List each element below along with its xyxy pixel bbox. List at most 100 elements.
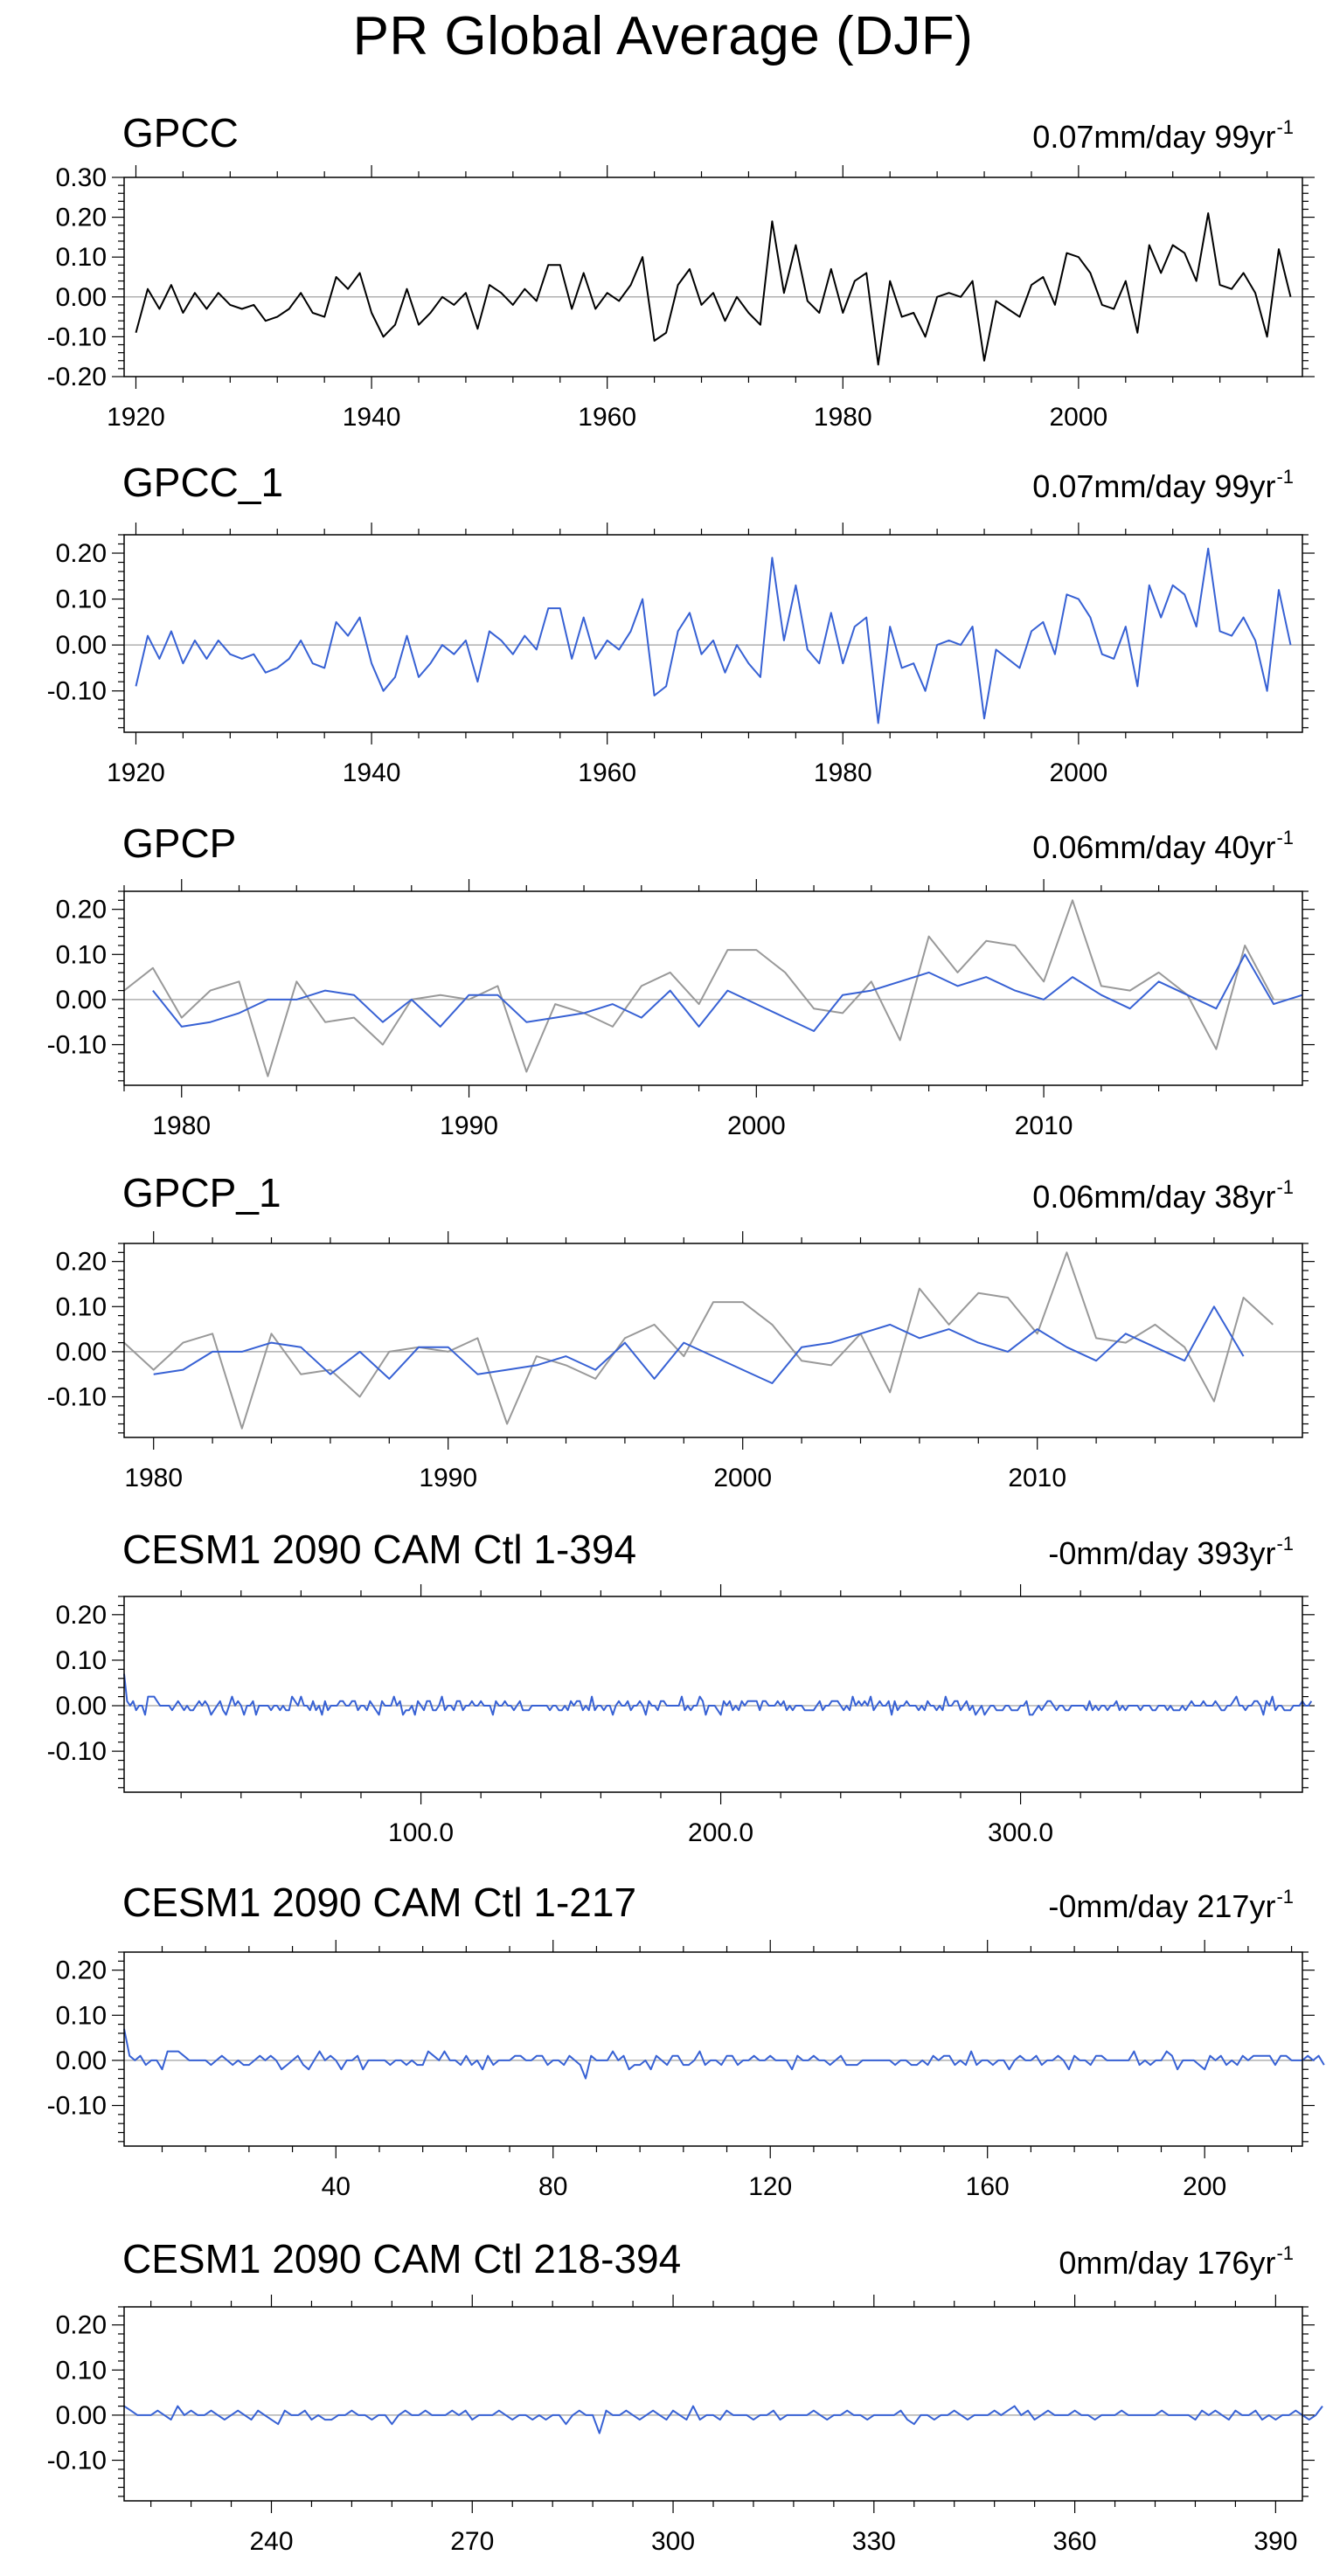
series-line-0: [135, 547, 1292, 724]
x-tick-label: 2000: [727, 1111, 786, 1140]
x-tick-label: 1980: [814, 403, 872, 432]
trend-value: 0.06mm/day: [1032, 1179, 1206, 1215]
y-tick-label: 0.20: [56, 204, 107, 232]
trend-value: -0mm/day: [1048, 1535, 1189, 1571]
y-tick-label: 0.00: [56, 1338, 107, 1367]
panel-stats-gpcp: 0.06mm/day 40yr-1: [1032, 827, 1294, 866]
y-tick-label: 0.10: [56, 940, 107, 969]
series-line-0: [123, 1251, 1274, 1430]
x-tick-label: 100.0: [388, 1818, 454, 1847]
x-tick-label: 40: [322, 2172, 351, 2201]
y-tick-label: 0.00: [56, 283, 107, 312]
panel-stats-gpcc: 0.07mm/day 99yr-1: [1032, 116, 1294, 156]
plot-frame: [123, 2306, 1303, 2502]
x-tick-label: 1990: [419, 1464, 477, 1492]
x-tick-label: 1980: [124, 1464, 183, 1492]
plot-frame: [123, 1951, 1303, 2147]
record-length: 176yr: [1197, 2245, 1276, 2281]
trend-value: 0mm/day: [1059, 2245, 1189, 2281]
panel-title-cesm1-1-217: CESM1 2090 CAM Ctl 1-217: [122, 1880, 637, 1925]
record-length: 393yr: [1197, 1535, 1276, 1571]
x-tick-label: 270: [450, 2527, 494, 2556]
x-tick-label: 2010: [1008, 1464, 1066, 1492]
record-length-exponent: -1: [1276, 827, 1294, 848]
x-tick-label: 1980: [814, 758, 872, 787]
panel-title-gpcc: GPCC: [122, 110, 239, 156]
x-tick-label: 2000: [1050, 403, 1108, 432]
x-tick-label: 2010: [1015, 1111, 1073, 1140]
y-tick-label: 0.10: [56, 243, 107, 272]
panel-title-gpcp: GPCP: [122, 821, 237, 866]
y-tick-label: -0.10: [47, 1383, 107, 1412]
x-tick-label: 2000: [713, 1464, 772, 1492]
x-tick-label: 1990: [440, 1111, 498, 1140]
record-length: 38yr: [1214, 1179, 1276, 1215]
record-length-exponent: -1: [1276, 1533, 1294, 1555]
trend-value: -0mm/day: [1048, 1888, 1189, 1924]
y-tick-label: 0.20: [56, 2311, 107, 2340]
y-tick-label: 0.20: [56, 1956, 107, 1985]
y-tick-label: 0.00: [56, 1692, 107, 1721]
x-tick-label: 240: [249, 2527, 293, 2556]
x-tick-label: 80: [538, 2172, 567, 2201]
trend-value: 0.07mm/day: [1032, 468, 1206, 504]
x-tick-label: 1920: [107, 758, 165, 787]
y-tick-label: -0.10: [47, 1031, 107, 1060]
y-tick-label: 0.00: [56, 2046, 107, 2075]
x-tick-label: 160: [966, 2172, 1010, 2201]
x-tick-label: 360: [1053, 2527, 1097, 2556]
series-line-0: [123, 2405, 1323, 2434]
panel-title-gpcc-1: GPCC_1: [122, 460, 284, 505]
x-tick-label: 1960: [578, 758, 636, 787]
x-tick-label: 390: [1253, 2527, 1297, 2556]
y-tick-label: 0.30: [56, 163, 107, 192]
figure-title: PR Global Average (DJF): [352, 6, 974, 66]
panel-stats-cesm1-218-394: 0mm/day 176yr-1: [1059, 2242, 1294, 2282]
x-tick-label: 200: [1183, 2172, 1226, 2201]
panel-4: 0.20 0.10 0.00 -0.10 100.0 200.0 300.0: [47, 1584, 1315, 1847]
record-length-exponent: -1: [1276, 466, 1294, 488]
plot-frame: [123, 534, 1303, 733]
series-line-0: [123, 2028, 1325, 2080]
y-tick-label: 0.10: [56, 1646, 107, 1675]
y-tick-label: 0.20: [56, 1601, 107, 1630]
panel-stats-gpcp-1: 0.06mm/day 38yr-1: [1032, 1176, 1294, 1215]
x-tick-label: 1940: [343, 758, 401, 787]
y-tick-label: -0.20: [47, 363, 107, 391]
panel-stats-cesm1-1-217: -0mm/day 217yr-1: [1048, 1886, 1294, 1925]
record-length: 99yr: [1214, 468, 1276, 504]
y-tick-label: 0.10: [56, 585, 107, 614]
series-line-1: [153, 1305, 1245, 1384]
x-tick-label: 300: [651, 2527, 695, 2556]
y-tick-label: 0.10: [56, 1292, 107, 1321]
x-tick-label: 1960: [578, 403, 636, 432]
panel-1: 0.20 0.10 0.00 -0.10 1920 1940 1960 1980 2000: [47, 523, 1315, 787]
plot-frame: [123, 177, 1303, 377]
record-length-exponent: -1: [1276, 1176, 1294, 1198]
plot-frame: [123, 1243, 1303, 1438]
y-tick-label: -0.10: [47, 2092, 107, 2121]
panel-6: 0.20 0.10 0.00 -0.10 240 270 300 330 360 390: [47, 2295, 1323, 2556]
record-length-exponent: -1: [1276, 1886, 1294, 1908]
y-tick-label: 0.00: [56, 2401, 107, 2430]
x-tick-label: 1980: [152, 1111, 211, 1140]
y-tick-label: 0.00: [56, 631, 107, 660]
x-tick-label: 120: [748, 2172, 792, 2201]
trend-value: 0.07mm/day: [1032, 119, 1206, 155]
y-tick-label: 0.10: [56, 2001, 107, 2030]
record-length: 40yr: [1214, 829, 1276, 865]
x-tick-label: 2000: [1050, 758, 1108, 787]
series-line-0: [123, 1673, 1313, 1716]
series-line-1: [152, 953, 1303, 1032]
x-tick-label: 1920: [107, 403, 165, 432]
x-tick-label: 300.0: [988, 1818, 1053, 1847]
panel-title-cesm1-1-394: CESM1 2090 CAM Ctl 1-394: [122, 1527, 637, 1572]
panel-title-gpcp-1: GPCP_1: [122, 1170, 281, 1215]
record-length-exponent: -1: [1276, 2242, 1294, 2264]
y-tick-label: 0.10: [56, 2356, 107, 2385]
x-tick-label: 330: [852, 2527, 896, 2556]
series-line-0: [135, 212, 1292, 366]
panel-2: 0.20 0.10 0.00 -0.10 1980 1990 2000 2010: [47, 879, 1315, 1140]
